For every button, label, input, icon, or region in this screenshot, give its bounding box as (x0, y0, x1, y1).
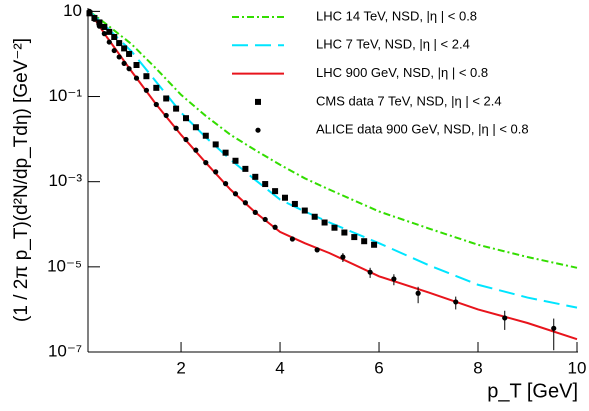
data-point (551, 325, 557, 331)
data-point (289, 236, 296, 242)
data-point (212, 141, 219, 148)
data-point (415, 290, 421, 296)
data-point (213, 169, 219, 175)
data-point (173, 125, 179, 131)
data-point (126, 50, 133, 57)
data-point (116, 54, 122, 60)
data-point (133, 62, 140, 69)
x-tick-label: 10 (568, 358, 587, 377)
data-point (111, 47, 117, 54)
x-axis-title: p_T [GeV] (487, 380, 578, 402)
series-line (88, 10, 578, 309)
data-point (242, 200, 248, 206)
data-point (203, 160, 209, 166)
data-point (202, 132, 209, 139)
data-point (101, 23, 108, 30)
y-tick-label: 10⁻³ (48, 171, 82, 190)
y-tick-label: 10⁻¹ (48, 86, 82, 105)
data-point (232, 191, 239, 197)
x-tick-label: 6 (374, 358, 383, 377)
data-point (502, 315, 508, 321)
data-point (252, 209, 258, 215)
data-point (291, 200, 298, 207)
data-point (341, 229, 348, 236)
legend-label: ALICE data 900 GeV, NSD, |η | < 0.8 (316, 122, 529, 137)
y-tick-label: 10⁻⁷ (48, 341, 82, 360)
data-point (321, 219, 328, 226)
data-point (232, 157, 239, 164)
data-point (163, 95, 170, 102)
data-point (262, 216, 268, 223)
x-tick-label: 8 (473, 358, 482, 377)
data-point (182, 115, 189, 122)
legend-swatch (255, 127, 261, 133)
data-point (281, 194, 288, 201)
data-point (331, 224, 338, 231)
data-point (252, 173, 259, 180)
data-point (116, 40, 123, 47)
legend-label: LHC 7 TeV, NSD, |η | < 2.4 (316, 37, 470, 52)
data-point (262, 181, 269, 188)
data-point (453, 299, 459, 305)
legend-swatch (255, 98, 261, 105)
data-point (272, 224, 278, 230)
data-point (106, 39, 112, 45)
data-point (272, 188, 279, 195)
data-point (96, 23, 102, 29)
x-tick-label: 2 (176, 358, 185, 377)
data-point (143, 73, 150, 80)
data-point (173, 105, 180, 112)
data-point (371, 241, 378, 248)
data-point (91, 16, 98, 22)
legend-label: CMS data 7 TeV, NSD, |η | < 2.4 (316, 93, 502, 108)
data-point (391, 276, 397, 282)
data-point (86, 8, 93, 14)
y-tick-label: 10⁻⁵ (47, 256, 82, 275)
data-point (106, 28, 113, 35)
data-point (361, 238, 368, 245)
series-line (88, 10, 578, 341)
data-point (301, 207, 308, 214)
data-point (192, 124, 199, 131)
data-point (242, 165, 249, 172)
data-point (193, 147, 199, 153)
y-tick-label: 10 (63, 1, 82, 20)
data-point (153, 101, 159, 108)
data-point (183, 136, 189, 143)
data-point (121, 45, 128, 52)
data-point (340, 254, 346, 260)
data-point (143, 87, 150, 93)
data-point (133, 75, 140, 81)
data-point (126, 66, 132, 72)
data-point (222, 181, 229, 187)
data-point (311, 213, 318, 220)
data-point (96, 19, 103, 26)
y-axis-title: (1 / 2π p_T)(d²N/dp_Tdη) [GeV⁻²] (11, 38, 32, 322)
data-point (314, 247, 320, 253)
legend-label: LHC 900 GeV, NSD, |η | < 0.8 (316, 65, 488, 80)
x-tick-label: 4 (275, 358, 284, 377)
data-point (222, 149, 229, 156)
data-point (101, 31, 107, 37)
data-point (367, 269, 373, 275)
data-point (153, 84, 160, 91)
series-line (88, 10, 578, 269)
data-point (163, 112, 169, 119)
legend-label: LHC 14 TeV, NSD, |η | < 0.8 (316, 8, 477, 23)
data-point (111, 34, 118, 41)
data-point (351, 234, 358, 241)
data-point (121, 60, 127, 66)
